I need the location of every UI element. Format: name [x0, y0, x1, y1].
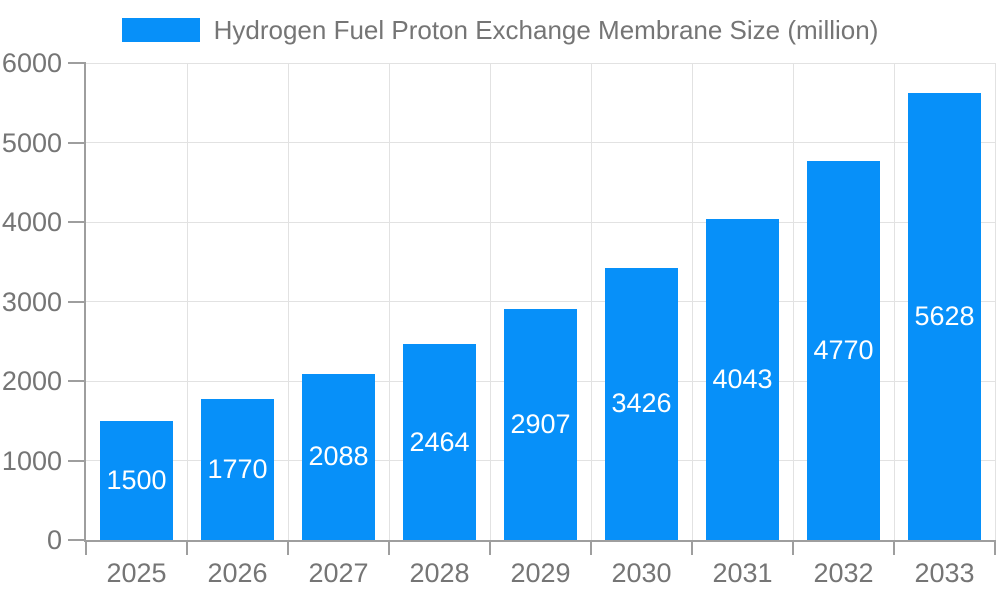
bar-2026: 1770 — [200, 399, 275, 540]
gridline-vertical — [691, 63, 693, 540]
gridline-horizontal — [86, 301, 995, 302]
bar-2025: 1500 — [99, 420, 174, 540]
x-tick-label: 2026 — [207, 558, 268, 588]
legend-swatch — [121, 18, 200, 42]
bar-2031: 4043 — [705, 218, 780, 540]
gridline-vertical — [186, 63, 188, 540]
gridline-vertical — [287, 63, 289, 540]
bar-value-label: 2464 — [409, 426, 470, 457]
bar-2030: 3426 — [604, 267, 679, 540]
x-tick-label: 2031 — [712, 558, 773, 588]
gridline-vertical — [388, 63, 390, 540]
x-tick-label: 2033 — [914, 558, 975, 588]
y-tick-label: 1000 — [1, 445, 62, 476]
y-tick-mark — [68, 300, 86, 303]
bar-value-label: 2088 — [308, 441, 369, 472]
y-tick-label: 3000 — [1, 286, 62, 317]
bar-value-label: 2907 — [510, 408, 571, 439]
y-tick-label: 5000 — [1, 127, 62, 158]
y-axis-line — [84, 63, 86, 540]
gridline-vertical — [893, 63, 895, 540]
y-tick-label: 4000 — [1, 207, 62, 237]
gridline-horizontal — [86, 142, 995, 143]
y-tick-mark — [68, 459, 86, 462]
y-tick-mark — [68, 380, 86, 382]
x-tick-label: 2030 — [611, 558, 672, 588]
x-tick-mark — [186, 540, 188, 555]
x-tick-label: 2029 — [510, 558, 571, 588]
bar-value-label: 1500 — [106, 464, 167, 495]
x-tick-label: 2027 — [308, 558, 369, 588]
chart-legend[interactable]: Hydrogen Fuel Proton Exchange Membrane S… — [0, 14, 1000, 46]
gridline-vertical — [994, 63, 996, 540]
y-tick-mark — [68, 62, 86, 64]
x-tick-mark — [691, 540, 693, 555]
bar-value-label: 4043 — [712, 363, 773, 394]
y-tick-label: 0 — [46, 525, 62, 555]
bar-value-label: 1770 — [207, 454, 268, 485]
y-tick-mark — [68, 221, 86, 223]
bar-2027: 2088 — [301, 374, 376, 540]
x-tick-mark — [590, 540, 592, 555]
legend-label: Hydrogen Fuel Proton Exchange Membrane S… — [213, 14, 879, 45]
gridline-vertical — [792, 63, 794, 540]
y-tick-mark — [68, 141, 86, 144]
x-tick-mark — [388, 540, 390, 555]
gridline-vertical — [590, 63, 592, 540]
x-tick-mark — [85, 540, 87, 555]
gridline-vertical — [489, 63, 491, 540]
x-tick-mark — [994, 540, 996, 555]
bar-2033: 5628 — [907, 92, 982, 540]
gridline-horizontal — [86, 62, 995, 64]
bar-value-label: 5628 — [914, 300, 975, 331]
x-tick-mark — [893, 540, 895, 555]
x-tick-mark — [287, 540, 289, 555]
x-tick-label: 2032 — [813, 558, 874, 588]
x-tick-label: 2028 — [409, 558, 470, 588]
bar-2032: 4770 — [806, 160, 881, 540]
x-tick-mark — [489, 540, 491, 555]
y-tick-label: 6000 — [1, 48, 62, 78]
x-axis-line — [84, 540, 995, 542]
bar-2028: 2464 — [402, 344, 477, 540]
bar-value-label: 3426 — [611, 388, 672, 419]
gridline-horizontal — [86, 221, 995, 223]
x-tick-label: 2025 — [106, 558, 167, 588]
bar-2029: 2907 — [503, 308, 578, 540]
bar-value-label: 4770 — [813, 334, 874, 365]
y-tick-mark — [68, 539, 86, 541]
y-tick-label: 2000 — [1, 366, 62, 396]
x-tick-mark — [792, 540, 794, 555]
